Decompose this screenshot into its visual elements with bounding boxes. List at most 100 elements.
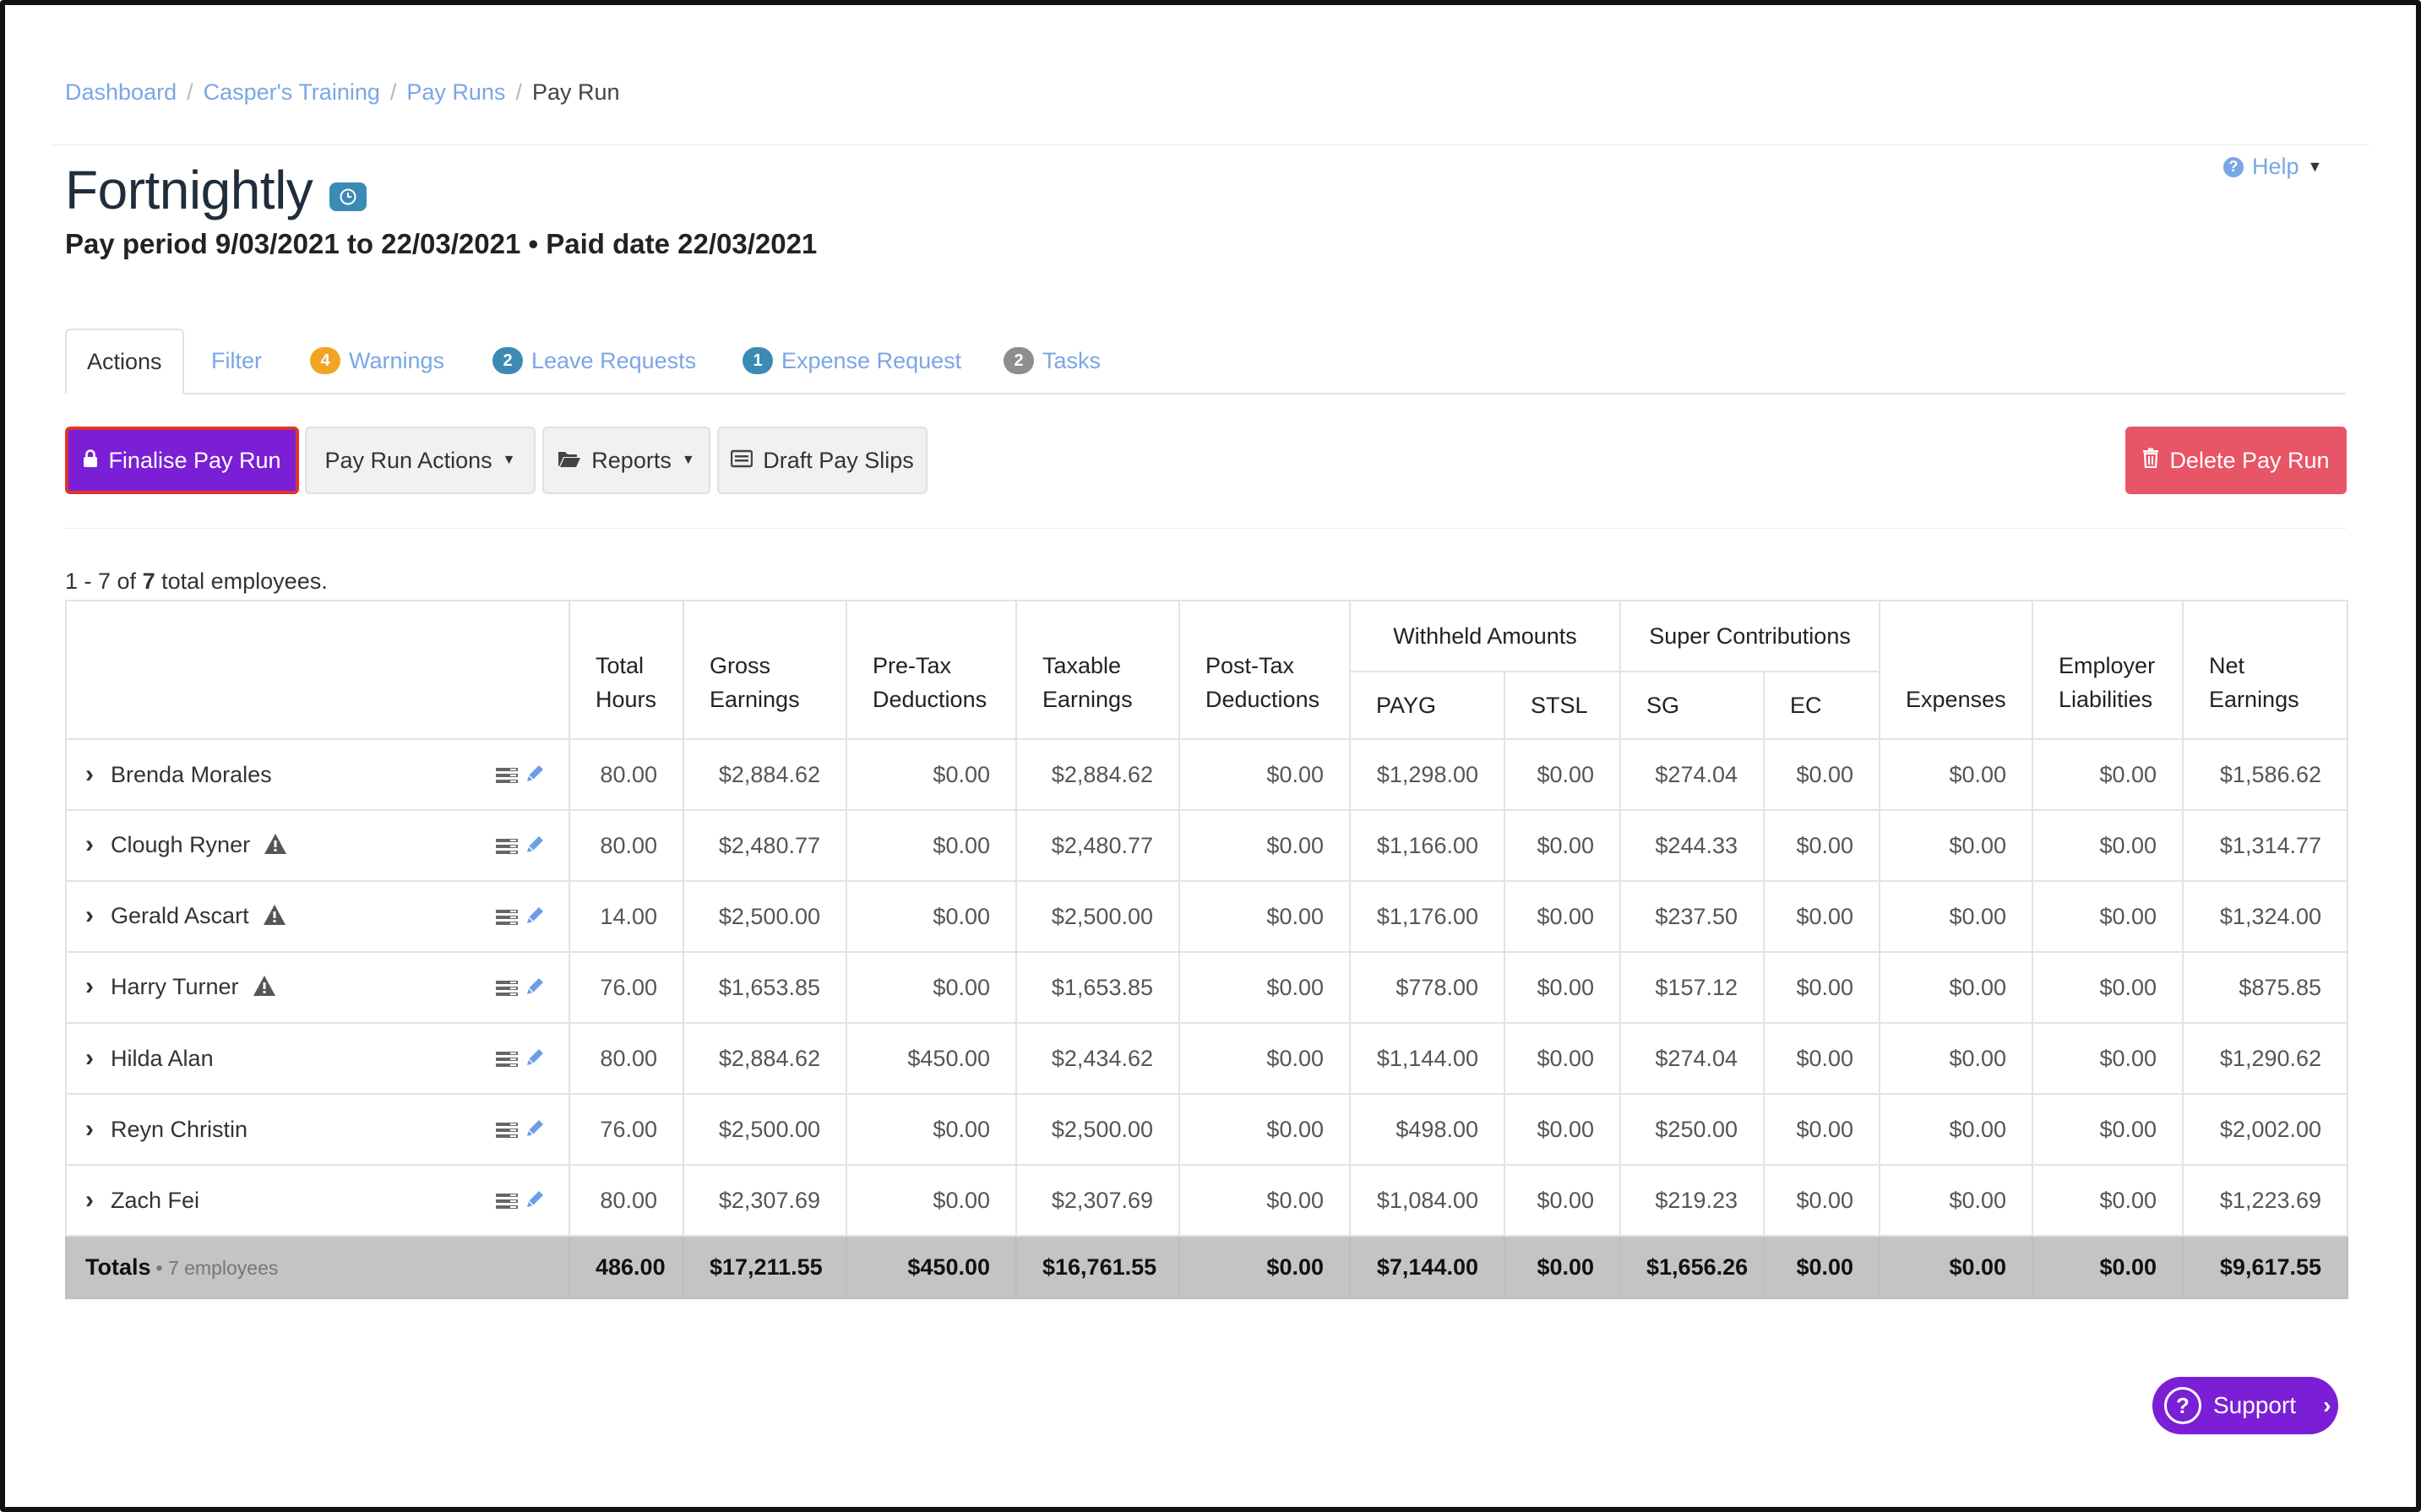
employee-name[interactable]: Brenda Morales (111, 762, 272, 787)
table-row[interactable]: › Gerald Ascart 14.00 $2,500.00 $0.00 $2,500.… (65, 880, 2349, 953)
list-icon[interactable] (496, 906, 518, 932)
pretax-deductions-header: Pre-Tax Deductions (846, 600, 1017, 740)
tab-leave-requests[interactable]: 2 Leave Requests (492, 329, 696, 393)
expense-request-count-badge: 1 (743, 347, 773, 374)
table-row[interactable]: › Reyn Christin 76.00 $2,500.00 $0.00 $2,500.… (65, 1093, 2349, 1166)
gross-earnings-cell: $2,500.00 (683, 1093, 847, 1166)
support-label: Support (2213, 1392, 2297, 1418)
tasks-count-badge: 2 (1004, 347, 1034, 374)
employee-name[interactable]: Harry Turner (111, 974, 239, 999)
pencil-icon[interactable] (525, 764, 545, 790)
draft-pay-slips-button[interactable]: Draft Pay Slips (717, 427, 928, 494)
employer-liabilities-cell: $0.00 (2032, 1022, 2184, 1095)
employee-name-cell[interactable]: › Clough Ryner (65, 809, 570, 882)
chevron-right-icon[interactable]: › (85, 1186, 94, 1214)
employee-name[interactable]: Zach Fei (111, 1188, 200, 1213)
table-row[interactable]: › Brenda Morales 80.00 $2,884.62 $0.00 $2,884… (65, 738, 2349, 811)
list-icon[interactable] (496, 764, 518, 790)
total-hours-cell: 76.00 (569, 951, 684, 1024)
total-hours-header: Total Hours (569, 600, 684, 740)
employee-name-cell[interactable]: › Brenda Morales (65, 738, 570, 811)
table-row[interactable]: › Zach Fei 80.00 $2,307.69 $0.00 $2,307.69 $0.… (65, 1164, 2349, 1237)
tab-tasks[interactable]: 2 Tasks (1004, 329, 1101, 393)
chevron-right-icon[interactable]: › (85, 972, 94, 1000)
ec-cell: $0.00 (1763, 738, 1881, 811)
employee-name-cell[interactable]: › Hilda Alan (65, 1022, 570, 1095)
total-sg-cell: $1,656.26 (1619, 1235, 1765, 1299)
support-button[interactable]: ? Support › (2152, 1377, 2338, 1434)
warning-icon[interactable] (264, 834, 287, 860)
chevron-right-icon[interactable]: › (85, 830, 94, 858)
finalise-pay-run-button[interactable]: Finalise Pay Run (65, 427, 299, 494)
employee-name-cell[interactable]: › Reyn Christin (65, 1093, 570, 1166)
tab-warnings[interactable]: 4 Warnings (310, 329, 444, 393)
finalise-pay-run-label: Finalise Pay Run (108, 447, 281, 473)
breadcrumb-dashboard[interactable]: Dashboard (65, 79, 177, 105)
question-circle-icon: ? (2223, 156, 2244, 177)
chevron-right-icon[interactable]: › (85, 901, 94, 929)
pencil-icon[interactable] (525, 1047, 545, 1074)
chevron-right-icon[interactable]: › (85, 1044, 94, 1072)
gross-earnings-cell: $2,500.00 (683, 880, 847, 953)
pencil-icon[interactable] (525, 1189, 545, 1216)
tab-label: Tasks (1042, 347, 1102, 373)
delete-pay-run-button[interactable]: Delete Pay Run (2125, 427, 2347, 494)
employee-name[interactable]: Gerald Ascart (111, 903, 249, 928)
employee-name-cell[interactable]: › Harry Turner (65, 951, 570, 1024)
employee-count-summary: 1 - 7 of 7 total employees. (65, 568, 328, 595)
reports-dropdown[interactable]: Reports ▼ (542, 427, 710, 494)
pencil-icon[interactable] (525, 906, 545, 932)
tab-actions[interactable]: Actions (65, 329, 184, 394)
total-expenses-cell: $0.00 (1879, 1235, 2034, 1299)
sg-cell: $237.50 (1619, 880, 1765, 953)
employer-liabilities-cell: $0.00 (2032, 809, 2184, 882)
employee-name-cell[interactable]: › Zach Fei (65, 1164, 570, 1237)
employee-name[interactable]: Reyn Christin (111, 1117, 248, 1142)
payg-cell: $1,084.00 (1349, 1164, 1505, 1237)
total-pretax-deductions-cell: $450.00 (846, 1235, 1017, 1299)
tab-filter[interactable]: Filter (211, 329, 262, 393)
withheld-amounts-header: Withheld Amounts (1348, 600, 1622, 672)
list-icon[interactable] (496, 1118, 518, 1145)
total-net-earnings-cell: $9,617.55 (2182, 1235, 2349, 1299)
chevron-right-icon[interactable]: › (85, 760, 94, 788)
sg-cell: $274.04 (1619, 738, 1765, 811)
help-dropdown[interactable]: ? Help ▼ (2223, 154, 2322, 180)
posttax-deductions-cell: $0.00 (1178, 738, 1351, 811)
table-row[interactable]: › Hilda Alan 80.00 $2,884.62 $450.00 $2,434.6… (65, 1022, 2349, 1095)
clock-icon[interactable] (329, 182, 367, 211)
pencil-icon[interactable] (525, 976, 545, 1003)
breadcrumb-separator: / (389, 79, 397, 105)
stsl-cell: $0.00 (1503, 738, 1622, 811)
sg-cell: $274.04 (1619, 1022, 1765, 1095)
pencil-icon[interactable] (525, 835, 545, 861)
table-row[interactable]: › Clough Ryner 80.00 $2,480.77 $0.00 $2,480.7… (65, 809, 2349, 882)
employee-name[interactable]: Hilda Alan (111, 1046, 214, 1071)
pencil-icon[interactable] (525, 1118, 545, 1145)
chevron-right-icon[interactable]: › (85, 1115, 94, 1143)
warning-icon[interactable] (253, 976, 276, 1002)
tab-expense-request[interactable]: 1 Expense Request (743, 329, 961, 393)
taxable-earnings-cell: $2,307.69 (1015, 1164, 1180, 1237)
summary-range: 1 - 7 of (65, 568, 137, 594)
expenses-cell: $0.00 (1879, 1093, 2034, 1166)
list-icon[interactable] (496, 1189, 518, 1216)
pay-run-actions-dropdown[interactable]: Pay Run Actions ▼ (305, 427, 536, 494)
pretax-deductions-cell: $0.00 (846, 951, 1017, 1024)
employer-liabilities-header: Employer Liabilities (2032, 600, 2184, 740)
list-icon[interactable] (496, 835, 518, 861)
ec-cell: $0.00 (1763, 1022, 1881, 1095)
breadcrumb-business[interactable]: Casper's Training (203, 79, 380, 105)
table-row[interactable]: › Harry Turner 76.00 $1,653.85 $0.00 $1,653.8… (65, 951, 2349, 1024)
list-icon[interactable] (496, 976, 518, 1003)
taxable-earnings-header: Taxable Earnings (1015, 600, 1180, 740)
taxable-earnings-cell: $2,480.77 (1015, 809, 1180, 882)
sg-header: SG (1619, 671, 1765, 740)
list-icon[interactable] (496, 1047, 518, 1074)
total-total-hours-cell: 486.00 (569, 1235, 684, 1299)
employee-name-cell[interactable]: › Gerald Ascart (65, 880, 570, 953)
breadcrumb-pay-runs[interactable]: Pay Runs (406, 79, 506, 105)
warning-icon[interactable] (263, 905, 286, 931)
employee-name[interactable]: Clough Ryner (111, 832, 251, 857)
